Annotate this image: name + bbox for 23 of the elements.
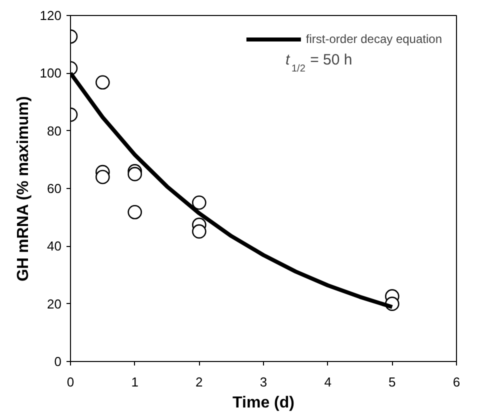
x-tick-label: 0 xyxy=(66,374,74,390)
x-tick-label: 4 xyxy=(324,374,332,390)
y-tick-label: 100 xyxy=(40,66,62,81)
point xyxy=(192,195,206,210)
point xyxy=(96,75,110,90)
y-tick-label: 80 xyxy=(47,123,62,138)
point xyxy=(128,166,142,182)
x-tick-label: 3 xyxy=(260,374,268,390)
legend-label: first-order decay equation xyxy=(306,32,442,46)
y-tick-label: 20 xyxy=(47,296,62,312)
x-axis-title: Time (d) xyxy=(232,394,294,412)
y-axis-title: GH mRNA (% maximum) xyxy=(14,96,32,282)
y-tick-label: 60 xyxy=(47,181,62,196)
point xyxy=(192,224,206,239)
y-tick-label: 0 xyxy=(54,354,62,369)
point xyxy=(96,170,110,184)
x-tick-label: 2 xyxy=(196,374,203,390)
x-tick-label: 5 xyxy=(388,374,396,390)
y-tick-label: 120 xyxy=(40,8,62,23)
y-tick-label: 40 xyxy=(47,238,62,254)
x-tick-label: 1 xyxy=(131,374,138,390)
x-tick-label: 6 xyxy=(452,374,460,390)
point xyxy=(128,205,142,220)
